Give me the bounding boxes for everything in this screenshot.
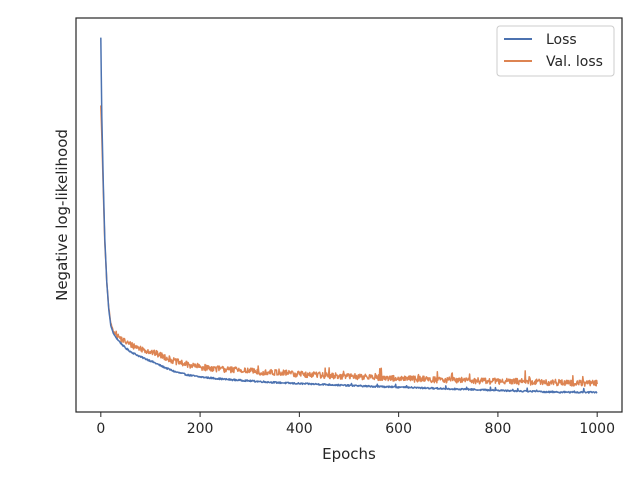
- legend: Loss Val. loss: [496, 25, 615, 77]
- legend-entry: Val. loss: [546, 54, 603, 70]
- x-tick-label: 800: [485, 421, 512, 437]
- legend-entry: Loss: [546, 32, 577, 48]
- x-tick-label: 0: [96, 421, 105, 437]
- x-axis-label: Epochs: [322, 445, 376, 463]
- x-axis-ticks: 0 200 400 600 800 1000: [96, 412, 615, 437]
- series-line-val-loss: [100, 105, 598, 387]
- x-tick-label: 200: [187, 421, 214, 437]
- series-layer: [100, 37, 598, 394]
- y-axis-label: Negative log-likelihood: [53, 129, 71, 301]
- x-tick-label: 600: [385, 421, 412, 437]
- plot-frame: [75, 17, 623, 413]
- x-tick-label: 1000: [579, 421, 615, 437]
- x-tick-label: 400: [286, 421, 313, 437]
- series-line-loss: [100, 37, 598, 394]
